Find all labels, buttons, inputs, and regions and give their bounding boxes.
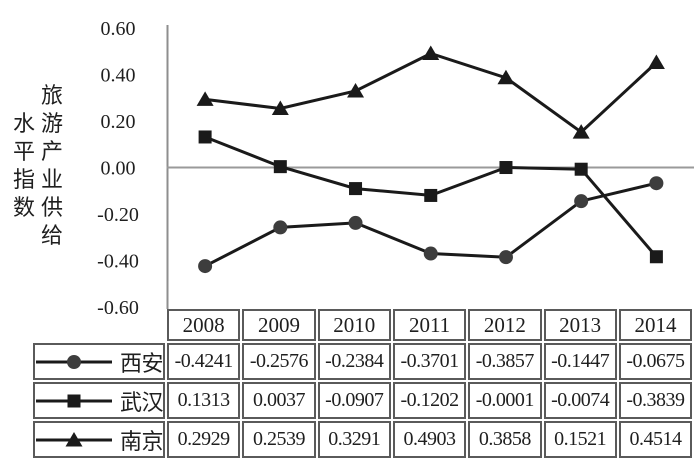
series-xian-line — [204, 181, 657, 268]
circle-marker-icon — [649, 176, 664, 191]
value-cell: 0.4903 — [392, 421, 467, 458]
value-cell: -0.0074 — [543, 382, 617, 419]
table-row-xian: 西安 -0.4241 -0.2576 -0.2384 -0.3701 -0.3857 -0.… — [33, 343, 693, 380]
square-marker-icon — [349, 182, 363, 196]
value-cell: -0.2384 — [317, 343, 391, 380]
year-header-cell: 2009 — [242, 309, 316, 341]
year-header-cell: 2012 — [468, 309, 542, 341]
triangle-marker-icon — [196, 91, 214, 106]
triangle-marker-icon — [647, 54, 665, 70]
triangle-marker-icon — [497, 69, 515, 85]
square-marker-icon — [198, 130, 212, 144]
series-nanjing — [196, 45, 665, 139]
table-row-wuhan: 武汉 0.1313 0.0037 -0.0907 -0.1202 -0.0001 -0.00… — [33, 382, 693, 419]
value-cell: -0.0907 — [317, 382, 391, 419]
square-marker-icon — [424, 188, 438, 202]
square-marker-icon — [649, 250, 663, 264]
series-nanjing-line — [204, 51, 658, 135]
triangle-marker-icon — [347, 82, 365, 98]
triangle-marker-icon — [65, 431, 83, 446]
circle-marker-icon — [348, 215, 363, 230]
value-cell: -0.1447 — [543, 343, 617, 380]
year-header-cell: 2011 — [392, 309, 467, 341]
legend-series-name: 武汉 — [120, 389, 164, 415]
triangle-marker-icon — [572, 124, 590, 139]
legend-circle-sample — [36, 354, 112, 369]
circle-marker-icon — [498, 250, 513, 265]
legend-series-name: 西安 — [120, 350, 164, 376]
legend-key: 武汉 — [35, 385, 163, 417]
circle-marker-icon — [423, 246, 438, 261]
value-cell: 0.4514 — [618, 421, 693, 458]
table-corner-cell — [33, 309, 165, 341]
value-cell: -0.3701 — [392, 343, 467, 380]
y-axis-tick-label: -0.20 — [97, 204, 139, 226]
triangle-marker-icon — [271, 100, 289, 115]
year-header-cell: 2008 — [167, 309, 241, 341]
year-header-cell: 2013 — [543, 309, 617, 341]
value-cell: -0.1202 — [392, 382, 467, 419]
y-axis-tick-label: 0.60 — [101, 18, 136, 40]
data-table: 2008 2009 2010 2011 2012 2013 2014 西安 -0.4241 -0.… — [31, 307, 694, 460]
legend-triangle-sample — [36, 431, 112, 446]
triangle-marker-icon — [422, 45, 440, 61]
legend-key: 南京 — [35, 424, 163, 456]
circle-marker-icon — [273, 220, 288, 235]
y-axis-tick-label: 0.00 — [101, 158, 136, 180]
value-cell: -0.0675 — [618, 343, 693, 380]
year-header-cell: 2014 — [618, 309, 693, 341]
square-marker-icon — [499, 161, 513, 175]
square-marker-icon — [273, 160, 287, 174]
value-cell: 0.3858 — [468, 421, 542, 458]
y-axis-tick-label: 0.40 — [101, 65, 136, 87]
y-axis-tick-label: 0.20 — [101, 111, 136, 133]
y-axis-tick-label: -0.40 — [97, 251, 139, 273]
series-wuhan-line — [204, 135, 658, 258]
value-cell: -0.3839 — [618, 382, 693, 419]
value-cell: 0.0037 — [242, 382, 316, 419]
year-header-row: 2008 2009 2010 2011 2012 2013 2014 — [33, 309, 693, 341]
series-xian — [198, 176, 664, 274]
year-header-cell: 2010 — [317, 309, 391, 341]
square-marker-icon — [574, 162, 588, 176]
legend-xian: 西安 — [33, 343, 166, 380]
y-axis-title-column-left: 水 平 指 数 — [12, 111, 35, 220]
value-cell: -0.2576 — [242, 343, 316, 380]
value-cell: 0.2929 — [167, 421, 241, 458]
legend-wuhan: 武汉 — [33, 382, 166, 419]
series-wuhan — [198, 130, 663, 264]
legend-square-sample — [36, 394, 112, 407]
value-cell: 0.3291 — [317, 421, 391, 458]
table-row-nanjing: 南京 0.2929 0.2539 0.3291 0.4903 0.3858 0.1521 0.… — [33, 421, 693, 458]
circle-marker-icon — [198, 259, 213, 274]
value-cell: 0.2539 — [242, 421, 316, 458]
value-cell: 0.1521 — [543, 421, 617, 458]
value-cell: -0.4241 — [167, 343, 241, 380]
circle-marker-icon — [574, 194, 589, 209]
y-axis-title-column-right: 旅 游 产 业 供 给 — [40, 83, 63, 248]
legend-key: 西安 — [35, 346, 163, 378]
value-cell: 0.1313 — [167, 382, 241, 419]
circle-marker-icon — [67, 354, 81, 369]
value-cell: -0.0001 — [468, 382, 542, 419]
value-cell: -0.3857 — [468, 343, 542, 380]
legend-nanjing: 南京 — [33, 421, 166, 458]
legend-series-name: 南京 — [120, 428, 164, 454]
square-marker-icon — [67, 394, 81, 407]
